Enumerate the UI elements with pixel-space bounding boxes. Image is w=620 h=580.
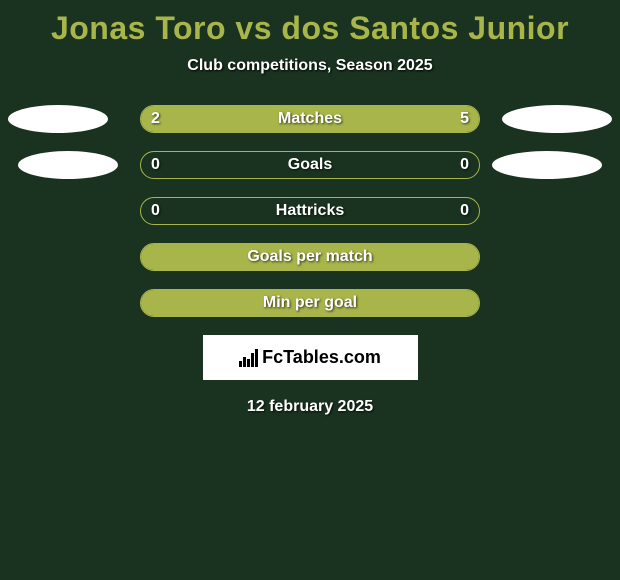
bar-track: 2 Matches 5 (140, 105, 480, 133)
stat-row-goals: 0 Goals 0 (0, 151, 620, 179)
value-right: 0 (460, 156, 469, 174)
stats-area: 2 Matches 5 0 Goals 0 0 Hattricks 0 Goal… (0, 105, 620, 317)
brand-text: FcTables.com (262, 347, 381, 368)
date-label: 12 february 2025 (0, 398, 620, 416)
stat-label: Goals per match (247, 248, 372, 266)
stat-label: Goals (288, 156, 332, 174)
page-title: Jonas Toro vs dos Santos Junior (0, 0, 620, 47)
bar-track: 0 Goals 0 (140, 151, 480, 179)
value-left: 2 (151, 110, 160, 128)
value-right: 0 (460, 202, 469, 220)
page-subtitle: Club competitions, Season 2025 (0, 57, 620, 75)
bar-track: 0 Hattricks 0 (140, 197, 480, 225)
stat-label: Matches (278, 110, 342, 128)
stat-row-goals-per-match: Goals per match (0, 243, 620, 271)
stat-row-matches: 2 Matches 5 (0, 105, 620, 133)
value-left: 0 (151, 156, 160, 174)
bar-track: Min per goal (140, 289, 480, 317)
bar-track: Goals per match (140, 243, 480, 271)
stat-row-hattricks: 0 Hattricks 0 (0, 197, 620, 225)
brand-box: FcTables.com (203, 335, 418, 380)
chart-icon (239, 349, 258, 367)
stat-label: Min per goal (263, 294, 357, 312)
value-left: 0 (151, 202, 160, 220)
value-right: 5 (460, 110, 469, 128)
bar-right (236, 106, 479, 132)
stat-label: Hattricks (276, 202, 344, 220)
stat-row-min-per-goal: Min per goal (0, 289, 620, 317)
